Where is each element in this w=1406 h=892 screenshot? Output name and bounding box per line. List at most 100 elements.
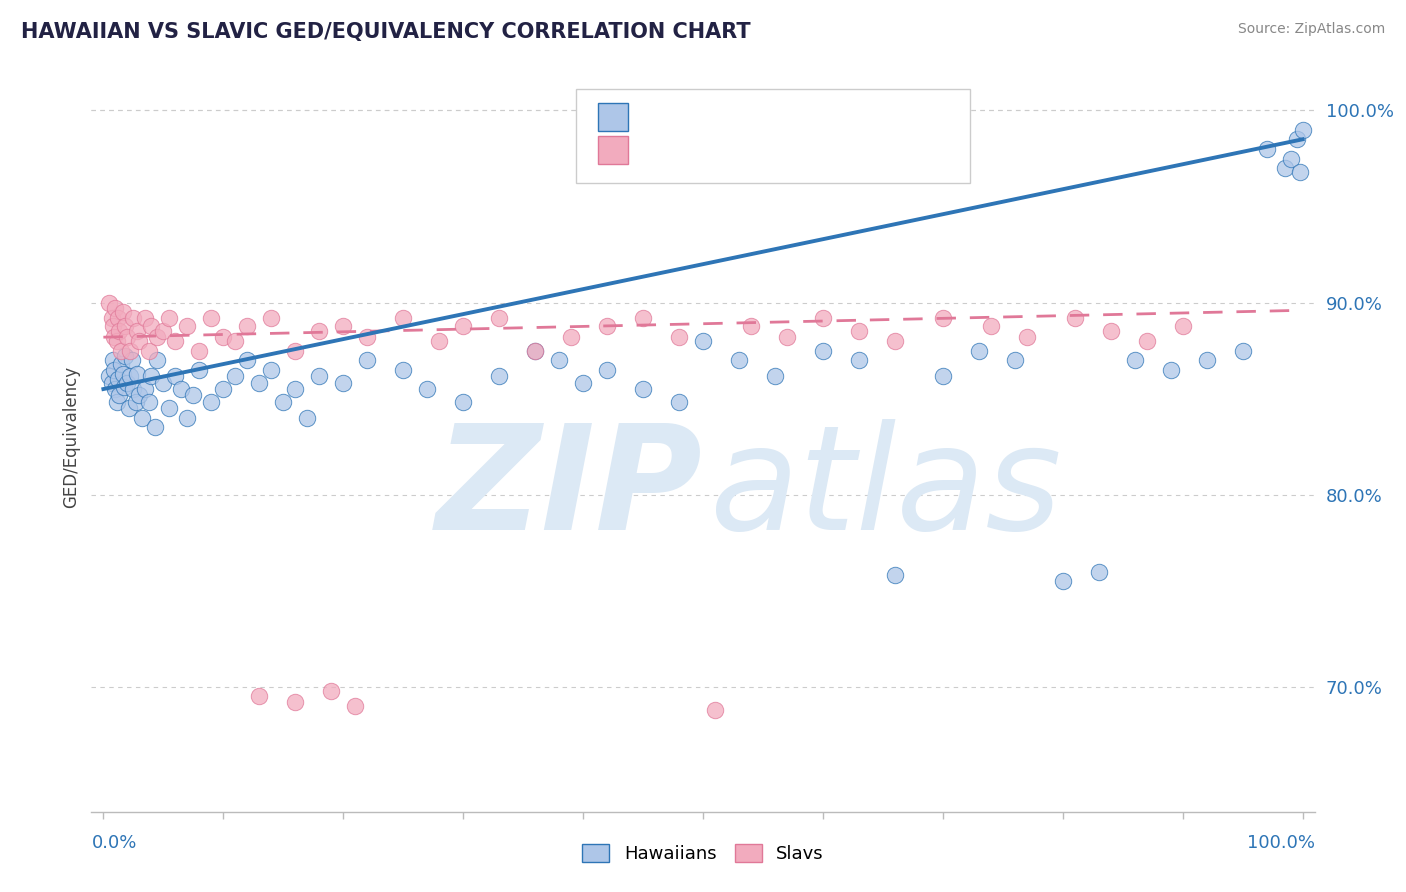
Point <box>108 388 131 402</box>
Point <box>110 343 132 358</box>
Text: 100.0%: 100.0% <box>1247 834 1315 852</box>
Point <box>548 353 571 368</box>
Point <box>1256 142 1278 156</box>
Point <box>883 568 905 582</box>
Point <box>883 334 905 348</box>
Point <box>118 343 141 358</box>
Point <box>165 368 187 383</box>
Point <box>183 388 205 402</box>
Point <box>668 330 690 344</box>
Point <box>98 295 121 310</box>
Point <box>1087 565 1109 579</box>
Point <box>811 343 834 358</box>
Point <box>236 353 259 368</box>
Text: ZIP: ZIP <box>436 419 703 560</box>
Point <box>631 310 654 325</box>
Text: R =  0.416    N = 76: R = 0.416 N = 76 <box>640 107 853 127</box>
Point <box>117 401 139 416</box>
Point <box>134 382 156 396</box>
Point <box>488 310 510 325</box>
Point <box>1099 325 1122 339</box>
Point <box>284 343 307 358</box>
Point <box>776 330 799 344</box>
Point <box>125 367 148 381</box>
Point <box>284 382 307 396</box>
Point <box>451 318 474 333</box>
Point <box>811 310 834 325</box>
Point <box>271 395 294 409</box>
Point <box>763 368 786 383</box>
Point <box>152 376 174 391</box>
Text: Source: ZipAtlas.com: Source: ZipAtlas.com <box>1237 22 1385 37</box>
Point <box>247 376 270 391</box>
Text: HAWAIIAN VS SLAVIC GED/EQUIVALENCY CORRELATION CHART: HAWAIIAN VS SLAVIC GED/EQUIVALENCY CORRE… <box>21 22 751 42</box>
Point <box>128 388 150 402</box>
Point <box>122 382 145 396</box>
Legend: Hawaiians, Slavs: Hawaiians, Slavs <box>575 837 831 870</box>
Point <box>128 334 150 348</box>
Point <box>596 318 619 333</box>
Point <box>451 395 474 409</box>
Point <box>572 376 595 391</box>
Point <box>1015 330 1038 344</box>
Point <box>138 395 160 409</box>
Point <box>1289 165 1312 179</box>
Point <box>297 410 319 425</box>
Point <box>932 368 955 383</box>
Point <box>848 353 870 368</box>
Point <box>236 318 259 333</box>
Point <box>356 330 378 344</box>
Point <box>1160 363 1182 377</box>
Point <box>980 318 1002 333</box>
Point <box>344 699 367 714</box>
Point <box>1274 161 1296 175</box>
Text: 0.0%: 0.0% <box>91 834 136 852</box>
Point <box>146 330 169 344</box>
Point <box>110 357 132 371</box>
Point <box>224 334 246 348</box>
Point <box>1232 343 1254 358</box>
Point <box>1171 318 1194 333</box>
Point <box>134 310 156 325</box>
Point <box>118 368 141 383</box>
Point <box>157 310 180 325</box>
Point <box>848 325 870 339</box>
Point <box>107 372 129 386</box>
Point <box>212 382 235 396</box>
Point <box>98 368 121 383</box>
Point <box>321 683 343 698</box>
Point <box>101 310 124 325</box>
Point <box>728 353 751 368</box>
Y-axis label: GED/Equivalency: GED/Equivalency <box>62 366 80 508</box>
Point <box>308 325 330 339</box>
Point <box>111 305 134 319</box>
Point <box>1052 574 1074 589</box>
Point <box>668 395 690 409</box>
Point <box>104 382 127 396</box>
Point <box>101 376 124 391</box>
Text: atlas: atlas <box>709 419 1062 560</box>
Point <box>141 318 163 333</box>
Point <box>356 353 378 368</box>
Point <box>247 690 270 704</box>
Point <box>932 310 955 325</box>
Point <box>105 395 128 409</box>
Point <box>111 367 134 381</box>
Point <box>125 325 148 339</box>
Point <box>103 330 125 344</box>
Point <box>740 318 762 333</box>
Point <box>260 363 283 377</box>
Point <box>704 703 727 717</box>
Point <box>427 334 450 348</box>
Point <box>200 310 222 325</box>
Point <box>200 395 222 409</box>
Point <box>176 410 198 425</box>
Point <box>332 318 354 333</box>
Point <box>260 310 283 325</box>
Point <box>188 343 211 358</box>
Point <box>392 310 415 325</box>
Point <box>141 368 163 383</box>
Point <box>1279 152 1302 166</box>
Point <box>188 363 211 377</box>
Point <box>212 330 235 344</box>
